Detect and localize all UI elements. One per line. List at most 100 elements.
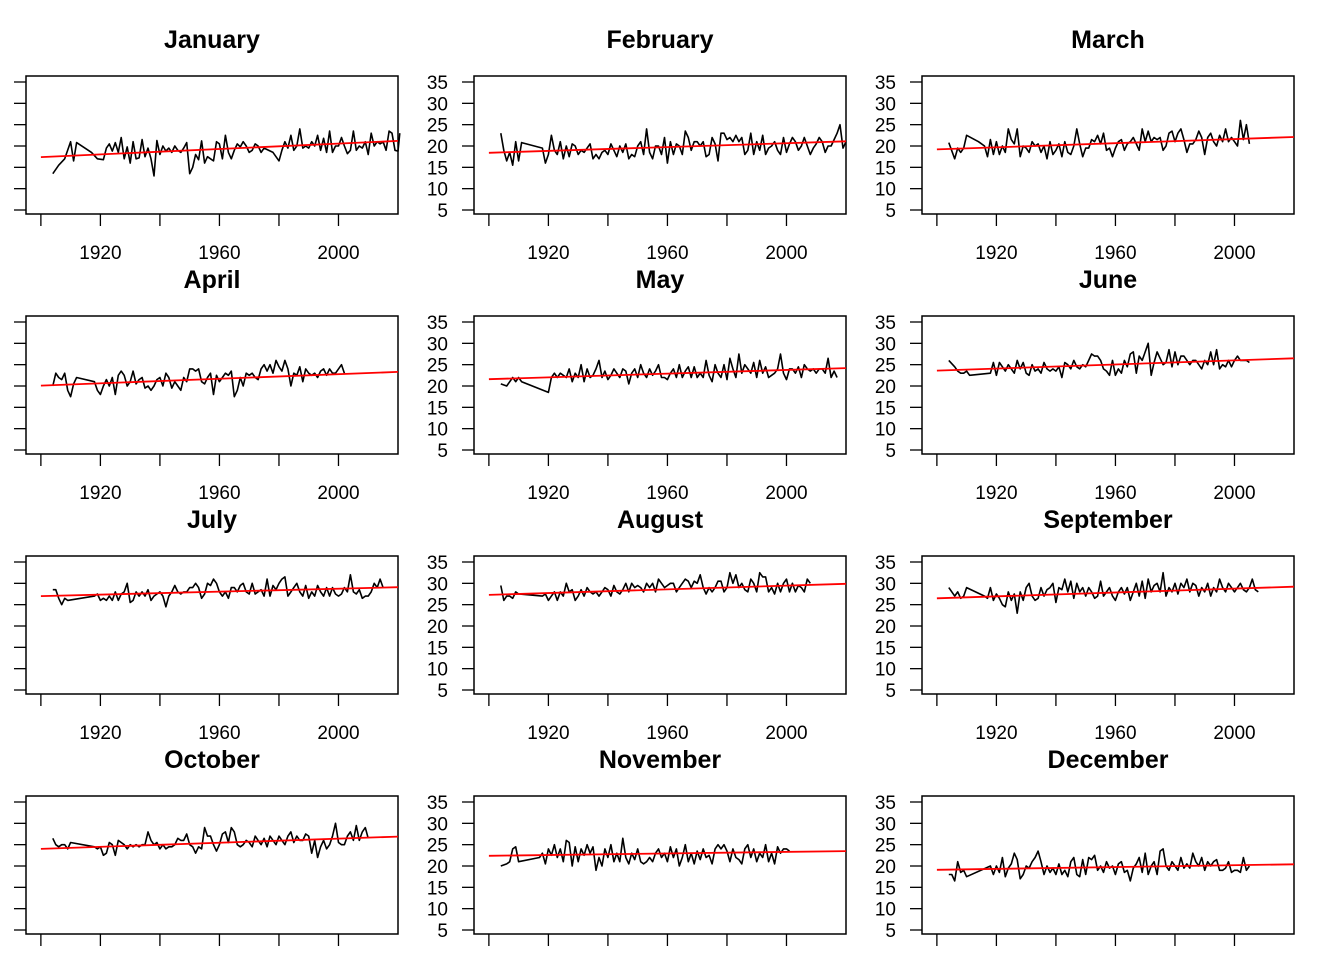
panel-february-y-tick-label: 30 — [427, 94, 448, 115]
panel-may-trend-line — [488, 367, 847, 381]
panel-august-title: August — [617, 506, 704, 534]
panel-october-frame — [25, 795, 399, 935]
panel-november-y-tick-label: 5 — [437, 921, 448, 942]
panel-june-trend-line — [936, 357, 1295, 372]
panel-january-trend-line — [40, 140, 399, 158]
panel-april-x-tick-label: 2000 — [317, 483, 359, 504]
panel-july: July 1920 1960 2000 — [14, 506, 399, 744]
panel-may-observed-line — [500, 353, 838, 394]
panel-september-y-tick-label: 10 — [875, 660, 896, 681]
panel-february-y-tick-label: 5 — [437, 201, 448, 222]
panel-may-y-tick-label: 10 — [427, 420, 448, 441]
panel-june-x-tick-label: 2000 — [1213, 483, 1255, 504]
panel-july-x-tick-label: 1960 — [198, 723, 240, 744]
panel-february-title: February — [607, 26, 714, 54]
panel-june-frame — [921, 315, 1295, 455]
panel-december-y-tick-label: 30 — [875, 814, 896, 835]
panel-january: January 1920 1960 2000 — [14, 26, 401, 264]
panel-february-observed-line — [500, 123, 847, 166]
panel-september-trend-line — [936, 585, 1295, 600]
panel-april-frame — [25, 315, 399, 455]
panel-december-y-tick-label: 35 — [875, 793, 896, 814]
panel-may-frame — [473, 315, 847, 455]
panel-may-y-tick-label: 15 — [427, 398, 448, 419]
panel-august-y-tick-label: 5 — [437, 681, 448, 702]
panel-september-x-tick-label: 1920 — [975, 723, 1017, 744]
panel-february-y-tick-label: 15 — [427, 158, 448, 179]
panel-may-y-tick-label: 30 — [427, 334, 448, 355]
panel-may-y-tick-label: 35 — [427, 313, 448, 334]
panel-october-trend-line — [40, 835, 399, 850]
panel-december-y-tick-label: 25 — [875, 836, 896, 857]
panel-march-frame — [921, 75, 1295, 215]
panel-february-trend-line — [488, 140, 847, 154]
panel-march-y-tick-label: 15 — [875, 158, 896, 179]
panel-september-x-tick-label: 2000 — [1213, 723, 1255, 744]
panel-march-x-tick-label: 1920 — [975, 243, 1017, 264]
panel-august-y-tick-label: 15 — [427, 638, 448, 659]
panel-july-title: July — [187, 506, 237, 534]
panel-june-x-tick-label: 1920 — [975, 483, 1017, 504]
panel-october-title: October — [164, 746, 260, 774]
panel-august-y-tick-label: 10 — [427, 660, 448, 681]
panel-march-observed-line — [948, 119, 1251, 160]
panel-january-observed-line — [52, 128, 401, 177]
panel-february-x-tick-label: 1960 — [646, 243, 688, 264]
panel-november-y-tick-label: 30 — [427, 814, 448, 835]
panel-january-frame — [25, 75, 399, 215]
panel-june-y-tick-label: 20 — [875, 377, 896, 398]
panel-september-y-tick-label: 35 — [875, 553, 896, 574]
panel-january-x-tick-label: 2000 — [317, 243, 359, 264]
panel-june-y-tick-label: 30 — [875, 334, 896, 355]
panel-september-y-tick-label: 20 — [875, 617, 896, 638]
panel-february-y-tick-label: 25 — [427, 116, 448, 137]
panel-march-x-tick-label: 1960 — [1094, 243, 1136, 264]
panel-april-observed-line — [52, 359, 346, 398]
panel-march-y-tick-label: 5 — [885, 201, 896, 222]
panel-september-y-tick-label: 30 — [875, 574, 896, 595]
panel-april-x-tick-label: 1960 — [198, 483, 240, 504]
panel-august-x-tick-label: 2000 — [765, 723, 807, 744]
panel-december-observed-line — [948, 848, 1251, 882]
panel-august-y-tick-label: 20 — [427, 617, 448, 638]
panel-may-x-tick-label: 1960 — [646, 483, 688, 504]
panel-february-y-tick-label: 10 — [427, 180, 448, 201]
panel-december-y-tick-label: 10 — [875, 900, 896, 921]
panel-march-title: March — [1071, 26, 1145, 54]
panel-august-y-tick-label: 30 — [427, 574, 448, 595]
panel-april-title: April — [184, 266, 241, 294]
panel-september-frame — [921, 555, 1295, 695]
panel-november-frame — [473, 795, 847, 935]
panel-july-trend-line — [40, 586, 399, 597]
panel-march-y-tick-label: 35 — [875, 73, 896, 94]
panel-march-y-tick-label: 25 — [875, 116, 896, 137]
panel-september-observed-line — [948, 571, 1259, 615]
panel-may-x-tick-label: 2000 — [765, 483, 807, 504]
panel-august-y-tick-label: 25 — [427, 596, 448, 617]
panel-june-title: June — [1079, 266, 1137, 294]
panel-october: October — [14, 746, 399, 946]
panel-june-y-tick-label: 10 — [875, 420, 896, 441]
panel-april-trend-line — [40, 371, 399, 387]
panel-september-x-tick-label: 1960 — [1094, 723, 1136, 744]
panel-february-x-tick-label: 1920 — [527, 243, 569, 264]
panel-june-x-tick-label: 1960 — [1094, 483, 1136, 504]
panel-september-y-tick-label: 15 — [875, 638, 896, 659]
panel-march-y-tick-label: 20 — [875, 137, 896, 158]
panel-november-title: November — [599, 746, 722, 774]
panel-january-x-tick-label: 1920 — [79, 243, 121, 264]
panel-december-y-tick-label: 20 — [875, 857, 896, 878]
panel-february-y-tick-label: 20 — [427, 137, 448, 158]
panel-march-y-tick-label: 10 — [875, 180, 896, 201]
panel-august-x-tick-label: 1960 — [646, 723, 688, 744]
panel-june-y-tick-label: 15 — [875, 398, 896, 419]
panel-june-y-tick-label: 5 — [885, 441, 896, 462]
panel-august-frame — [473, 555, 847, 695]
panel-july-x-tick-label: 2000 — [317, 723, 359, 744]
